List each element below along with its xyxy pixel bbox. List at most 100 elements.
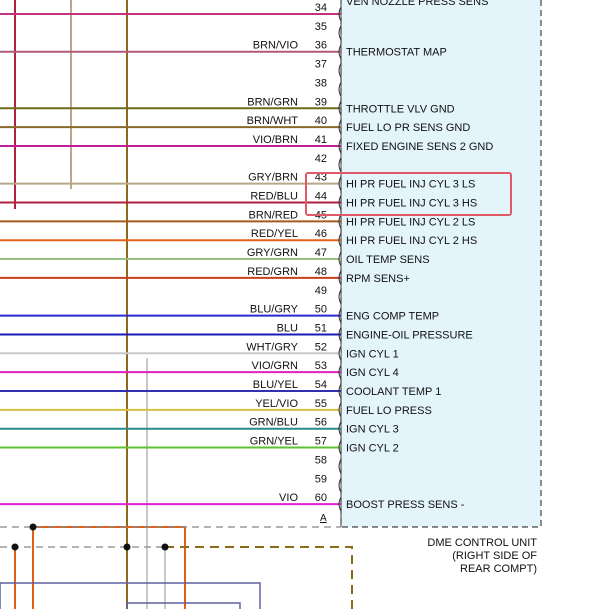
pin-description: RPM SENS+ [346, 273, 410, 285]
splice-dot [29, 523, 37, 531]
pin-row: 42 [315, 153, 342, 173]
wire-color-code: GRY/GRN [247, 247, 298, 259]
component-outline [126, 602, 241, 609]
pin-row: 47 GRY/GRN OIL TEMP SENS [0, 247, 430, 267]
pin-row: 56 GRN/BLU IGN CYL 3 [0, 417, 399, 436]
unit-label-line-3: REAR COMPT) [460, 563, 537, 575]
pin-description: IGN CYL 2 [346, 443, 399, 455]
pin-number: 43 [315, 172, 327, 184]
pin-row: 54 BLU/YEL COOLANT TEMP 1 [0, 379, 441, 399]
pin-terminal [338, 195, 342, 210]
pin-number: 34 [315, 2, 327, 14]
pin-row: 59 [315, 473, 342, 493]
dashed-bus [165, 546, 353, 609]
wire-color-code: BRN/WHT [247, 115, 299, 127]
pin-row: 35 [315, 21, 342, 41]
component-outline [0, 582, 261, 609]
wire-color-code: VIO [279, 492, 298, 504]
pin-description: THROTTLE VLV GND [346, 103, 455, 115]
pin-row: 36 BRN/VIO THERMOSTAT MAP [0, 40, 447, 59]
connector-marker: A [320, 513, 327, 524]
pin-row: 34 [0, 2, 342, 22]
pin-row: 38 [315, 77, 342, 97]
pin-number: 40 [315, 115, 327, 127]
pin-terminal [338, 440, 342, 455]
pin-row: 57 GRN/YEL IGN CYL 2 [0, 436, 399, 455]
vertical-wires [14, 0, 186, 609]
pin-number: 59 [315, 473, 327, 485]
pin-number: 52 [315, 341, 327, 353]
pin-terminal [338, 364, 342, 380]
pin-number: 53 [315, 360, 327, 372]
wire-color-code: BRN/RED [248, 209, 298, 221]
pin-row: 46 RED/YEL HI PR FUEL INJ CYL 2 HS [0, 228, 477, 248]
wire-color-code: BLU/YEL [253, 379, 298, 391]
wire-color-code: VIO/GRN [252, 360, 299, 372]
pin-terminal [338, 138, 342, 154]
highlight-box [305, 172, 512, 216]
wire-color-code: WHT/GRY [246, 341, 298, 353]
pin-number: 57 [315, 436, 327, 448]
pin-description: HI PR FUEL INJ CYL 2 HS [346, 235, 477, 247]
wire-color-code: BRN/VIO [253, 40, 299, 52]
pin-number: 58 [315, 454, 327, 466]
pin-rows: 34 35 36 BRN/VIO THERMOSTAT MAP 37 38 39 BRN/GRN… [0, 2, 493, 512]
pin-row: 52 WHT/GRY IGN CYL 1 [0, 341, 399, 361]
pin-description: FUEL LO PR SENS GND [346, 122, 470, 134]
pin-number: 39 [315, 96, 327, 108]
pin-terminal [338, 119, 342, 135]
unit-label-line-1: DME CONTROL UNIT [427, 537, 537, 549]
pin-description: HI PR FUEL INJ CYL 2 LS [346, 216, 475, 228]
pin-terminal [338, 289, 342, 304]
wire-color-code: BLU/GRY [250, 304, 299, 316]
unit-label-line-2: (RIGHT SIDE OF [452, 550, 537, 562]
wire-color-code: RED/YEL [251, 228, 298, 240]
pin-terminal [338, 346, 342, 361]
pin-number: 55 [315, 398, 327, 410]
pin-terminal [338, 308, 342, 323]
pin-terminal [338, 478, 342, 493]
pin-number: 50 [315, 304, 327, 316]
pin-terminal [338, 176, 342, 191]
pin-number: 36 [315, 40, 327, 52]
pin-number: 37 [315, 59, 327, 71]
pin-terminal [338, 421, 342, 436]
top-pin-label: VEN NOZZLE PRESS SENS [346, 0, 488, 8]
wire-color-code: BLU [277, 322, 298, 334]
pin-number: 35 [315, 21, 327, 33]
pin-description: FUEL LO PRESS [346, 405, 432, 417]
pin-number: 42 [315, 153, 327, 165]
pin-number: 60 [315, 492, 327, 504]
pin-terminal [338, 459, 342, 474]
pin-terminal [338, 251, 342, 267]
wire-color-code: RED/GRN [247, 266, 298, 278]
pin-terminal [338, 232, 342, 248]
pin-terminal [338, 25, 342, 41]
pin-row: 39 BRN/GRN THROTTLE VLV GND [0, 96, 455, 116]
pin-number: 49 [315, 285, 327, 297]
pin-description: IGN CYL 3 [346, 424, 399, 436]
pin-number: 47 [315, 247, 327, 259]
pin-terminal [338, 496, 342, 512]
pin-terminal [338, 101, 342, 116]
pin-terminal [338, 82, 342, 97]
pin-row: 49 [315, 285, 342, 304]
pin-description: IGN CYL 1 [346, 348, 399, 360]
pin-number: 41 [315, 134, 327, 146]
pin-terminal [338, 63, 342, 78]
pin-description: COOLANT TEMP 1 [346, 386, 441, 398]
pin-description: HI PR FUEL INJ CYL 3 LS [346, 179, 475, 191]
pin-description: BOOST PRESS SENS - [346, 499, 465, 511]
pin-terminal [338, 383, 342, 399]
pin-terminal [338, 270, 342, 286]
pin-number: 44 [315, 191, 327, 203]
pin-row: 55 YEL/VIO FUEL LO PRESS [0, 398, 432, 418]
splice-dot [123, 543, 131, 551]
pin-description: HI PR FUEL INJ CYL 3 HS [346, 198, 477, 210]
pin-row: 58 [315, 454, 342, 474]
splice-dot [161, 543, 169, 551]
pin-row: 48 RED/GRN RPM SENS+ [0, 266, 410, 286]
pin-description: ENG COMP TEMP [346, 311, 439, 323]
